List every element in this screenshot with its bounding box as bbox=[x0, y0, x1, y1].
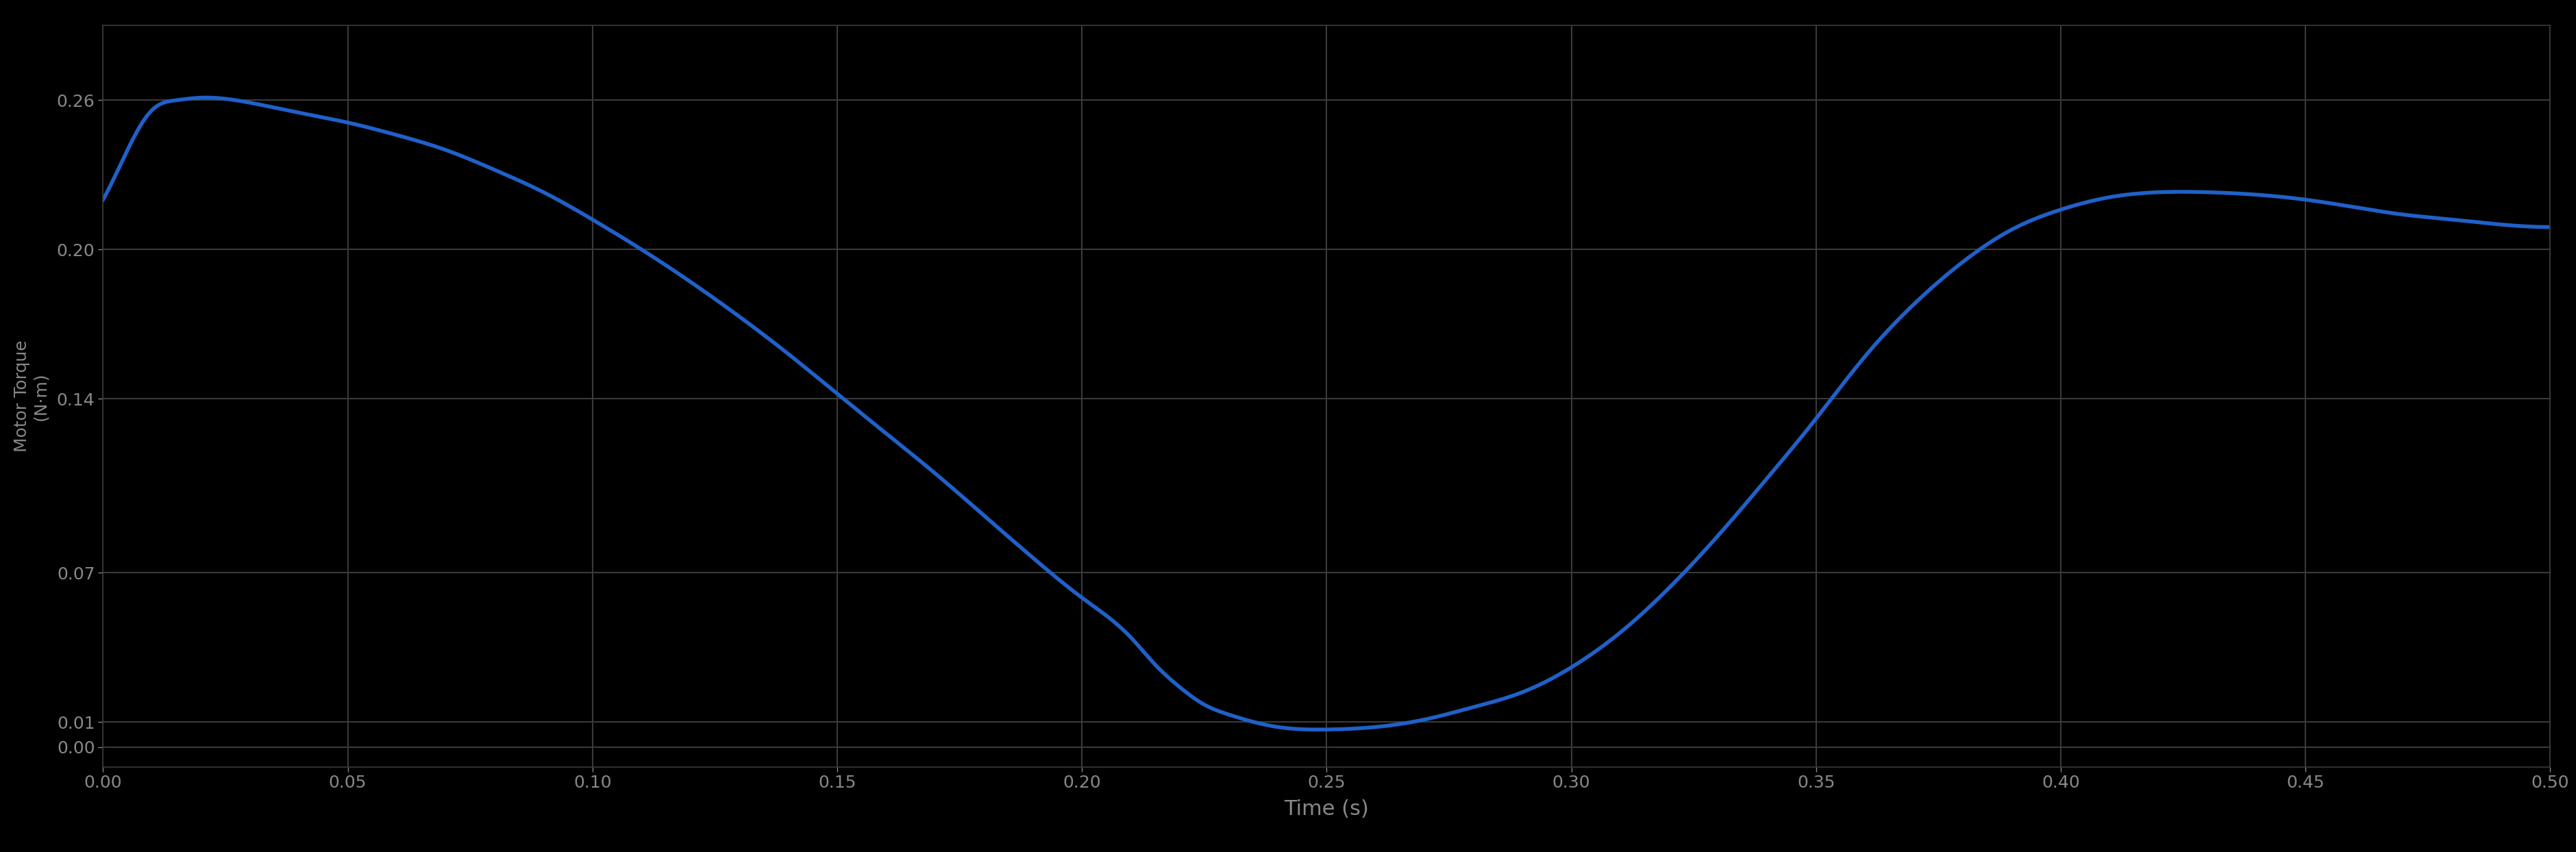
X-axis label: Time (s): Time (s) bbox=[1285, 799, 1368, 819]
Y-axis label: Motor Torque
(N·m): Motor Torque (N·m) bbox=[13, 340, 49, 452]
